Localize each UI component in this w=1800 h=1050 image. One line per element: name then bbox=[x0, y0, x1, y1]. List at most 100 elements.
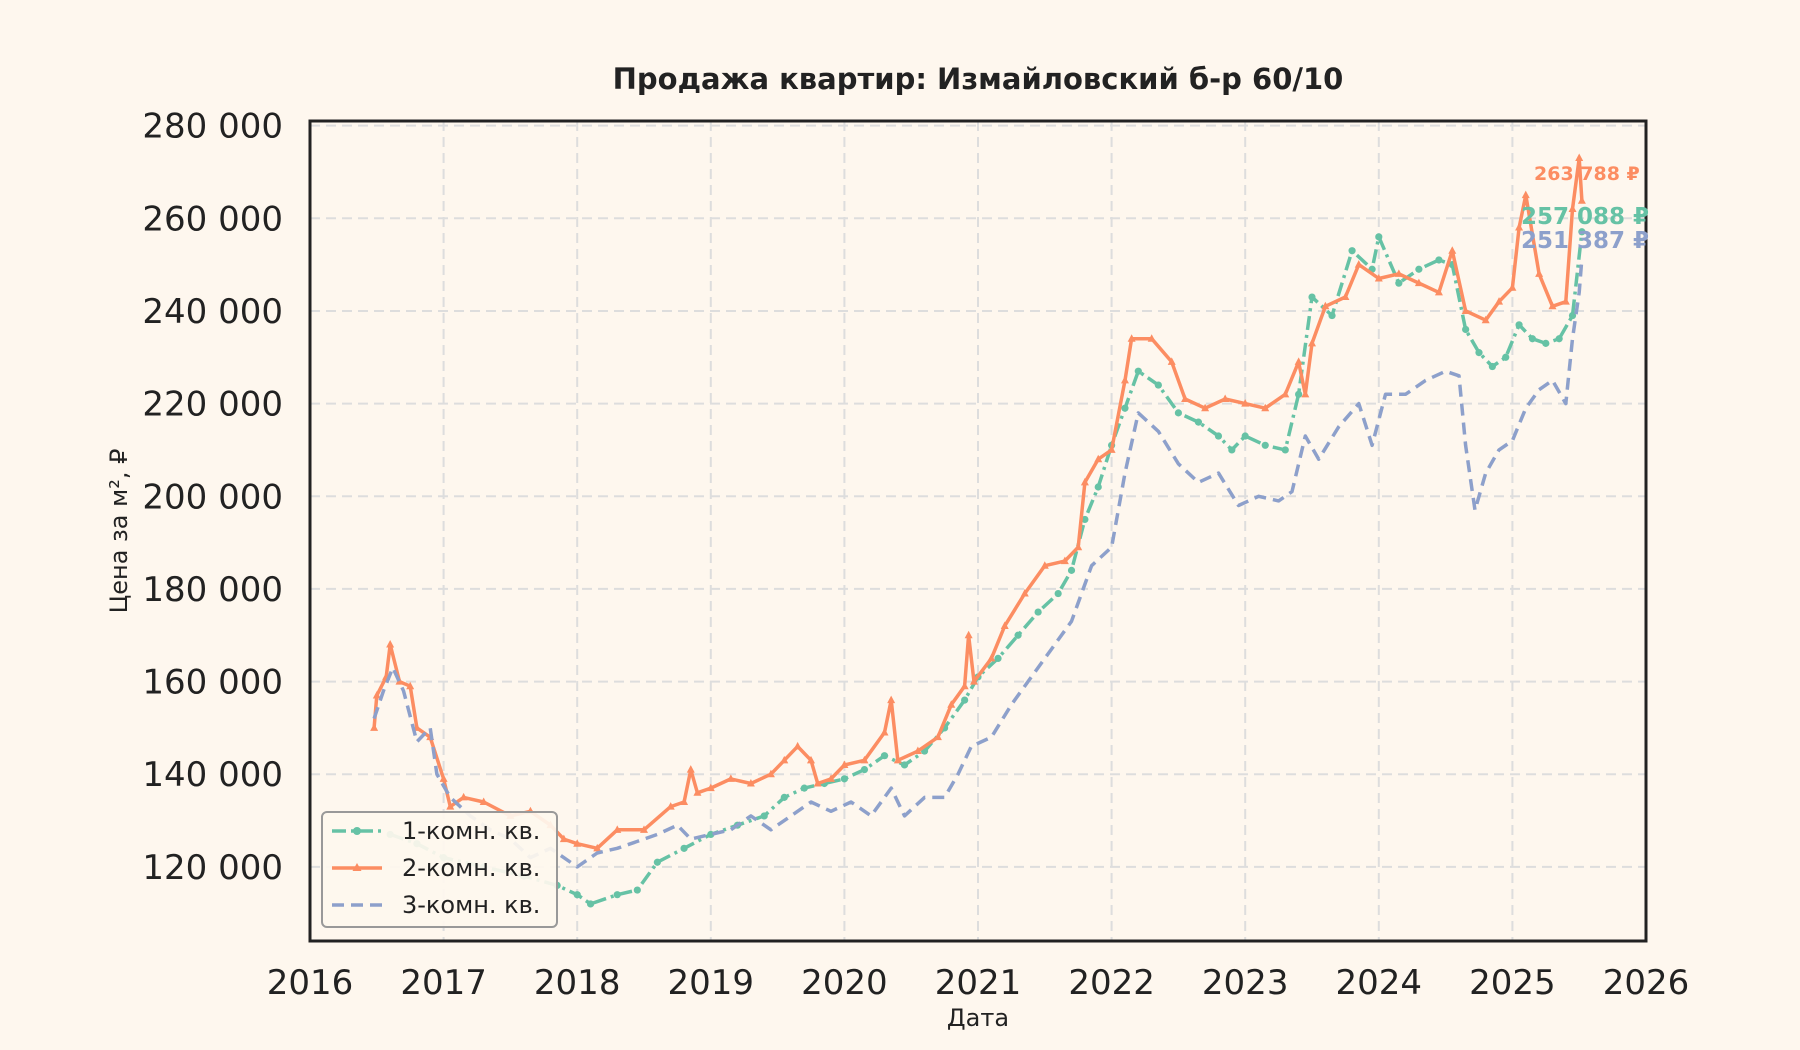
data-point bbox=[1221, 394, 1230, 402]
data-point bbox=[1475, 349, 1483, 357]
data-point bbox=[479, 797, 488, 806]
data-point bbox=[1502, 353, 1510, 361]
data-point bbox=[1014, 631, 1022, 639]
data-point bbox=[1080, 477, 1089, 486]
data-point bbox=[726, 774, 735, 782]
legend-label: 1-комн. кв. bbox=[402, 817, 540, 845]
data-point bbox=[1495, 297, 1504, 305]
data-point bbox=[1060, 556, 1069, 565]
data-point bbox=[860, 765, 869, 774]
data-point bbox=[1515, 321, 1523, 329]
legend-item-series-2: 2-комн. кв. bbox=[332, 854, 540, 882]
data-point bbox=[1308, 338, 1316, 347]
data-point bbox=[1508, 283, 1517, 291]
y-tick-label: 140 000 bbox=[142, 755, 283, 795]
data-point bbox=[573, 891, 581, 899]
data-point bbox=[1295, 390, 1303, 398]
data-point bbox=[586, 900, 595, 908]
data-point bbox=[1174, 409, 1182, 417]
data-point bbox=[1154, 381, 1162, 389]
data-point bbox=[1414, 278, 1423, 287]
legend-marker bbox=[353, 827, 361, 835]
data-point bbox=[1121, 404, 1129, 412]
data-point bbox=[1241, 432, 1249, 440]
legend-item-series-1: 1-комн. кв. bbox=[332, 817, 540, 845]
data-point bbox=[1535, 269, 1544, 277]
series-1-path bbox=[389, 231, 1584, 906]
data-point bbox=[1308, 293, 1316, 301]
data-point bbox=[1568, 311, 1577, 320]
data-point bbox=[1127, 334, 1136, 342]
data-point bbox=[1040, 561, 1049, 569]
data-point bbox=[1461, 306, 1470, 314]
data-point bbox=[706, 783, 715, 792]
grid bbox=[309, 121, 1647, 941]
x-tick-label: 2024 bbox=[1336, 963, 1423, 1003]
data-point bbox=[1074, 542, 1083, 551]
data-point bbox=[840, 775, 849, 783]
data-point bbox=[746, 778, 755, 787]
data-point bbox=[666, 802, 675, 810]
data-point bbox=[913, 746, 922, 755]
chart-title: Продажа квартир: Измайловский б-р 60/10 bbox=[613, 62, 1344, 96]
data-point bbox=[680, 797, 689, 806]
y-tick-label: 280 000 bbox=[142, 107, 283, 147]
data-point bbox=[813, 778, 822, 787]
data-point bbox=[780, 793, 788, 801]
data-point bbox=[406, 681, 415, 690]
data-point bbox=[1201, 403, 1210, 412]
data-point bbox=[1147, 334, 1156, 342]
data-point bbox=[372, 690, 381, 699]
data-point bbox=[987, 653, 996, 662]
data-point bbox=[1561, 297, 1570, 305]
data-point bbox=[1354, 260, 1363, 268]
y-tick-label: 240 000 bbox=[142, 292, 283, 332]
plot-frame bbox=[308, 119, 1648, 943]
data-point bbox=[1341, 292, 1350, 301]
data-point bbox=[1301, 389, 1310, 398]
data-point bbox=[933, 732, 942, 741]
data-point bbox=[680, 844, 688, 852]
data-point bbox=[1281, 389, 1290, 398]
data-point bbox=[573, 839, 582, 847]
data-point bbox=[1434, 287, 1443, 296]
data-point bbox=[900, 761, 909, 769]
data-point bbox=[1542, 339, 1550, 347]
data-point bbox=[386, 640, 395, 648]
data-point bbox=[964, 630, 973, 639]
data-point bbox=[880, 752, 889, 760]
data-point bbox=[960, 681, 969, 690]
series-2-end-label: 263 788 ₽ bbox=[1534, 163, 1640, 185]
data-point bbox=[1181, 394, 1190, 402]
data-point bbox=[1081, 515, 1089, 524]
data-point bbox=[1395, 279, 1403, 287]
y-tick-label: 200 000 bbox=[142, 477, 283, 517]
x-tick-label: 2018 bbox=[534, 963, 621, 1003]
data-point bbox=[1374, 274, 1383, 282]
data-point bbox=[1107, 445, 1116, 453]
data-point bbox=[1020, 589, 1029, 597]
data-point bbox=[593, 843, 602, 852]
data-point bbox=[840, 760, 849, 768]
series-3-end-label: 251 387 ₽ bbox=[1521, 228, 1649, 254]
y-axis: 120 000 140 000 160 000 180 000 200 000 220 0… bbox=[142, 107, 283, 888]
x-tick-label: 2021 bbox=[935, 963, 1022, 1003]
data-point bbox=[1241, 399, 1250, 407]
data-point bbox=[1094, 454, 1103, 463]
data-point bbox=[439, 774, 448, 782]
data-point bbox=[1548, 301, 1557, 310]
data-point bbox=[686, 765, 695, 773]
data-point bbox=[613, 891, 621, 899]
y-tick-label: 120 000 bbox=[142, 848, 283, 888]
x-tick-label: 2023 bbox=[1202, 963, 1289, 1003]
data-point bbox=[1120, 375, 1129, 384]
data-point bbox=[1448, 246, 1457, 254]
data-point bbox=[1348, 247, 1356, 255]
y-tick-label: 180 000 bbox=[142, 570, 283, 610]
end-labels: 257 088 ₽ 263 788 ₽ 251 387 ₽ bbox=[1521, 163, 1649, 254]
data-point bbox=[1134, 367, 1142, 375]
data-point bbox=[613, 825, 622, 833]
data-point bbox=[446, 802, 455, 810]
data-point bbox=[1321, 301, 1330, 310]
